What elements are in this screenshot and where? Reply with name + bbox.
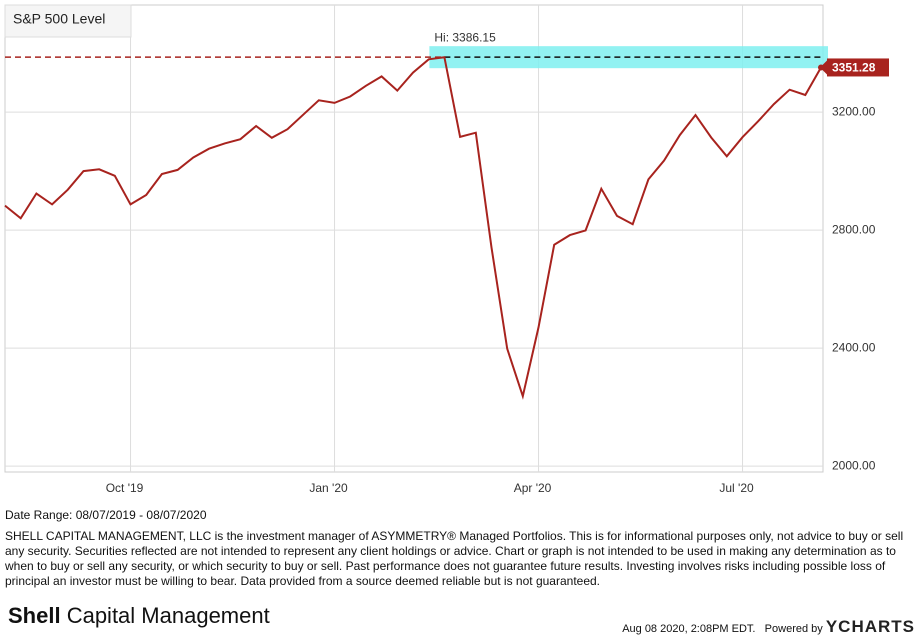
stamp: Aug 08 2020, 2:08PM EDT. Powered by YCHA…	[622, 617, 915, 637]
last-label-pointer	[820, 60, 827, 75]
last-value-label: 3351.28	[832, 61, 876, 75]
y-tick-label: 2400.00	[832, 340, 876, 354]
logo: Shell Capital Management	[8, 603, 270, 629]
chart: 2000.00 2400.00 2800.00 3200.00 Oct '19 Jan '…	[4, 4, 889, 495]
y-tick-label: 3200.00	[832, 104, 876, 118]
x-tick-label: Jul '20	[719, 481, 754, 495]
annotation-label: Hi: 3386.15	[434, 30, 496, 44]
price-line	[4, 56, 822, 400]
brand: YCHARTS	[825, 617, 915, 636]
powered-by: Powered by	[764, 623, 823, 635]
legend-label: S&P 500 Level	[13, 11, 105, 27]
x-tick-label: Jan '20	[309, 481, 348, 495]
logo-bold: Shell	[8, 603, 61, 628]
x-tick-label: Oct '19	[106, 481, 144, 495]
last-label-box	[827, 58, 889, 77]
logo-rest: Capital Management	[66, 603, 270, 628]
y-tick-label: 2800.00	[832, 222, 876, 236]
legend-box	[4, 4, 132, 38]
x-tick-label: Apr '20	[514, 481, 552, 495]
plot-frame	[4, 4, 824, 473]
y-tick-label: 2000.00	[832, 458, 876, 472]
timestamp: Aug 08 2020, 2:08PM EDT.	[622, 623, 756, 635]
footer: Date Range: 08/07/2019 - 08/07/2020 SHEL…	[5, 508, 917, 589]
date-range: Date Range: 08/07/2019 - 08/07/2020	[5, 508, 207, 522]
disclaimer: SHELL CAPITAL MANAGEMENT, LLC is the inv…	[5, 529, 904, 588]
